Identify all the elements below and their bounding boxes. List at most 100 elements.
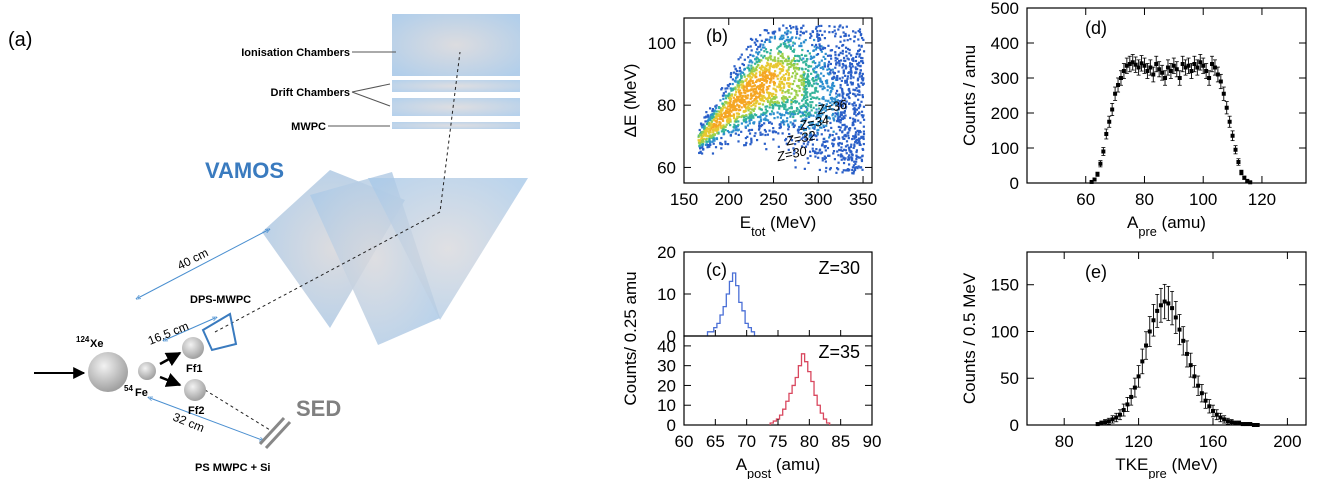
chart-d-point <box>1136 65 1141 70</box>
heatmap-cell <box>762 118 766 121</box>
heatmap-cell <box>758 93 762 96</box>
heatmap-cell <box>746 135 749 138</box>
heatmap-cell <box>727 94 730 97</box>
heatmap-cell <box>789 115 792 118</box>
heatmap-cell <box>784 43 787 46</box>
heatmap-cell <box>712 129 715 132</box>
heatmap-cell <box>803 96 806 99</box>
heatmap-cell <box>804 38 807 42</box>
heatmap-cell <box>825 80 829 83</box>
heatmap-cell <box>857 83 860 86</box>
heatmap-cell <box>717 127 720 130</box>
panel-a-schematic: (a) Ionisation Chambers Drift Chambers M… <box>8 14 528 474</box>
heatmap-cell <box>773 35 777 38</box>
heatmap-cell <box>765 114 768 117</box>
heatmap-cell <box>761 123 764 127</box>
heatmap-cell <box>794 142 797 146</box>
heatmap-cell <box>854 94 857 98</box>
heatmap-cell <box>856 77 860 80</box>
chart-e-point <box>1237 421 1242 426</box>
chart-e-xtick-label: 120 <box>1124 432 1152 451</box>
heatmap-cell <box>782 95 785 98</box>
heatmap-cell <box>748 113 751 116</box>
heatmap-cell <box>847 146 851 149</box>
heatmap-cell <box>726 101 729 104</box>
heatmap-cell <box>789 46 792 49</box>
heatmap-cell <box>824 170 827 173</box>
heatmap-cell <box>821 82 824 86</box>
heatmap-cell <box>857 156 861 159</box>
chart-e-point <box>1144 343 1149 348</box>
heatmap-cell <box>771 65 775 69</box>
heatmap-cell <box>820 80 824 83</box>
heatmap-cell <box>737 113 741 116</box>
heatmap-cell <box>832 71 835 74</box>
heatmap-cell <box>758 70 761 74</box>
heatmap-cell <box>737 99 740 102</box>
heatmap-cell <box>790 27 793 30</box>
chart-d-point <box>1121 69 1126 73</box>
heatmap-cell <box>821 143 824 146</box>
heatmap-cell <box>806 157 809 160</box>
chart-e-point <box>1103 420 1108 425</box>
heatmap-cell <box>749 45 752 48</box>
heatmap-cell <box>809 94 812 97</box>
heatmap-cell <box>715 114 718 117</box>
heatmap-cell <box>702 137 706 140</box>
heatmap-cell <box>754 74 757 77</box>
heatmap-cell <box>822 125 826 129</box>
heatmap-cell <box>729 73 733 76</box>
heatmap-cell <box>861 148 865 151</box>
heatmap-cell <box>711 125 714 129</box>
heatmap-cell <box>820 103 823 106</box>
fe-label: Fe <box>135 387 148 399</box>
heatmap-cell <box>787 41 790 44</box>
heatmap-cell <box>705 138 708 141</box>
heatmap-cell <box>769 58 773 61</box>
heatmap-cell <box>803 72 806 75</box>
heatmap-cell <box>795 30 799 33</box>
heatmap-cell <box>844 59 847 63</box>
heatmap-cell <box>735 112 738 115</box>
heatmap-cell <box>834 53 837 56</box>
heatmap-cell <box>774 63 778 66</box>
heatmap-cell <box>710 135 714 138</box>
heatmap-cell <box>761 95 764 99</box>
heatmap-cell <box>844 149 848 152</box>
heatmap-cell <box>814 151 817 155</box>
heatmap-cell <box>700 137 703 140</box>
heatmap-cell <box>778 85 782 88</box>
heatmap-cell <box>839 121 842 124</box>
heatmap-cell <box>787 82 790 85</box>
heatmap-cell <box>834 51 837 54</box>
heatmap-cell <box>705 122 708 126</box>
heatmap-cell <box>748 119 751 122</box>
heatmap-cell <box>786 97 789 100</box>
heatmap-cell <box>752 81 755 85</box>
chart-e-point <box>1192 374 1197 379</box>
chart-d-point <box>1215 72 1220 77</box>
heatmap-cell <box>761 88 765 91</box>
heatmap-cell <box>770 72 773 75</box>
heatmap-cell <box>805 54 808 57</box>
heatmap-cell <box>844 125 847 128</box>
heatmap-cell <box>802 57 805 60</box>
heatmap-cell <box>741 99 744 102</box>
heatmap-cell <box>781 119 785 122</box>
heatmap-cell <box>713 133 716 136</box>
heatmap-cell <box>812 82 816 85</box>
chart-e-point <box>1158 303 1163 308</box>
heatmap-cell <box>786 36 789 39</box>
heatmap-cell <box>774 65 777 68</box>
heatmap-cell <box>724 142 727 146</box>
heatmap-cell <box>800 76 804 79</box>
heatmap-cell <box>799 110 802 114</box>
heatmap-cell <box>727 93 730 96</box>
heatmap-cell <box>756 48 759 51</box>
heatmap-cell <box>758 79 761 83</box>
heatmap-cell <box>732 113 735 116</box>
heatmap-cell <box>747 56 750 59</box>
heatmap-cell <box>833 84 836 88</box>
heatmap-cell <box>840 146 843 149</box>
